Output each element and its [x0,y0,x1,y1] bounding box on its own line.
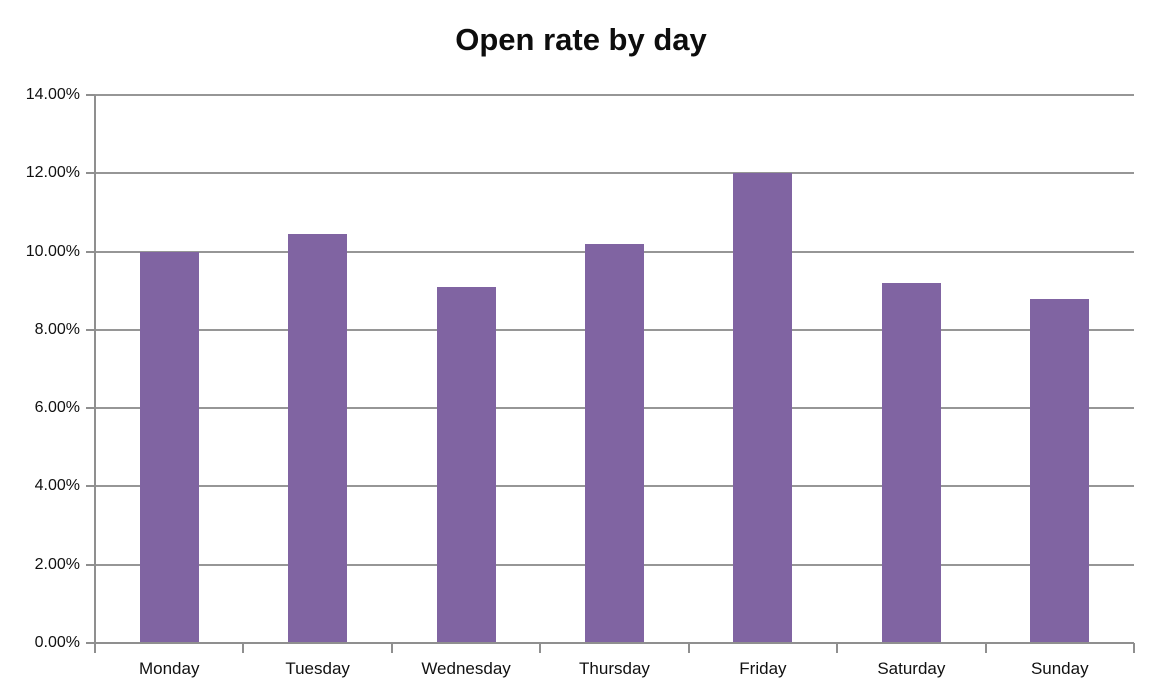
x-axis-tick [836,643,839,653]
y-axis-label: 6.00% [34,399,80,417]
bar-tuesday [288,233,348,643]
y-axis-label: 14.00% [25,86,80,103]
y-axis-line [94,95,96,643]
gridline [95,94,1134,96]
y-axis-label: 8.00% [34,320,80,338]
y-axis-tick [86,250,95,253]
x-axis-label-saturday: Saturday [877,659,946,678]
bar-sunday [1030,298,1090,643]
y-axis-label: 0.00% [34,634,80,651]
bar-friday [733,173,793,643]
y-axis-tick [86,407,95,410]
x-axis-label-wednesday: Wednesday [421,659,511,678]
x-axis-tick [1133,643,1135,653]
bar-saturday [881,282,941,643]
x-axis-label-sunday: Sunday [1030,659,1089,678]
y-axis-tick [86,172,95,175]
x-axis-tick [390,643,393,653]
x-axis-tick [984,643,987,653]
y-axis-label: 12.00% [25,164,80,182]
x-axis-tick [242,643,245,653]
y-axis-label: 2.00% [34,555,80,573]
gridline [95,172,1134,175]
bar-thursday [585,243,644,643]
bar-monday [139,251,199,643]
chart-title: Open rate by day [455,22,707,57]
plot-area [86,94,1135,653]
x-axis-line [86,642,1134,644]
x-axis-label-tuesday: Tuesday [285,659,350,678]
bar-wednesday [436,286,496,643]
x-axis-label-thursday: Thursday [579,659,650,678]
x-axis-tick [94,643,96,653]
y-axis-tick [86,563,95,566]
y-axis-tick [86,485,95,488]
y-axis-tick [86,94,95,96]
x-axis-label-monday: Monday [138,659,200,678]
y-axis-tick [86,328,95,331]
x-axis-tick [687,643,690,653]
y-axis-label: 10.00% [25,242,80,260]
x-axis-label-friday: Friday [739,659,787,678]
y-axis-label: 4.00% [34,477,80,495]
x-axis-tick [539,643,542,653]
